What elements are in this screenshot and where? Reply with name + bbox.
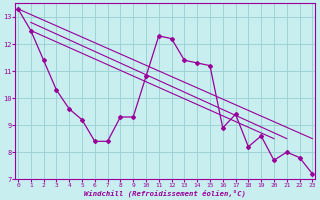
X-axis label: Windchill (Refroidissement éolien,°C): Windchill (Refroidissement éolien,°C) [84,189,246,197]
